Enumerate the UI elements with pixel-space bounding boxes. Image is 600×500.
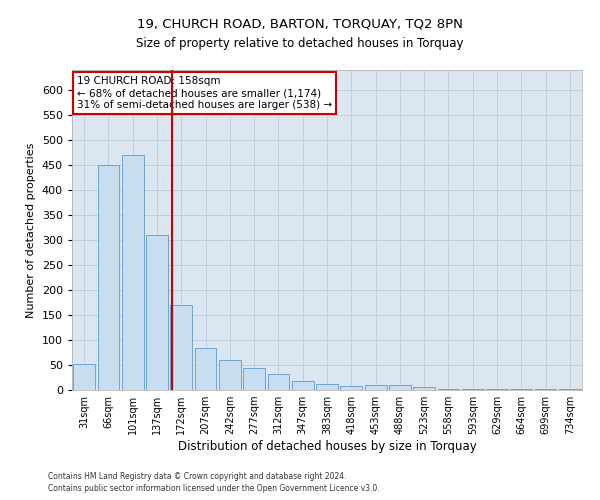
Bar	[535, 389, 556, 390]
X-axis label: Distribution of detached houses by size in Torquay: Distribution of detached houses by size …	[178, 440, 476, 453]
Bar	[316, 384, 338, 390]
Bar	[194, 348, 217, 390]
Bar	[170, 305, 192, 390]
Bar	[268, 374, 289, 390]
Bar	[413, 386, 435, 390]
Bar	[292, 381, 314, 390]
Bar	[219, 360, 241, 390]
Bar	[462, 388, 484, 390]
Text: 19, CHURCH ROAD, BARTON, TORQUAY, TQ2 8PN: 19, CHURCH ROAD, BARTON, TORQUAY, TQ2 8P…	[137, 18, 463, 30]
Bar	[365, 385, 386, 390]
Bar	[389, 385, 411, 390]
Text: Size of property relative to detached houses in Torquay: Size of property relative to detached ho…	[136, 38, 464, 51]
Bar	[340, 386, 362, 390]
Bar	[437, 388, 460, 390]
Y-axis label: Number of detached properties: Number of detached properties	[26, 142, 36, 318]
Bar	[559, 388, 581, 390]
Text: Contains HM Land Registry data © Crown copyright and database right 2024.: Contains HM Land Registry data © Crown c…	[48, 472, 347, 481]
Bar	[122, 155, 143, 390]
Text: 19 CHURCH ROAD: 158sqm
← 68% of detached houses are smaller (1,174)
31% of semi-: 19 CHURCH ROAD: 158sqm ← 68% of detached…	[77, 76, 332, 110]
Bar	[146, 235, 168, 390]
Bar	[73, 364, 95, 390]
Text: Contains public sector information licensed under the Open Government Licence v3: Contains public sector information licen…	[48, 484, 380, 493]
Bar	[243, 368, 265, 390]
Bar	[97, 165, 119, 390]
Bar	[511, 389, 532, 390]
Bar	[486, 389, 508, 390]
